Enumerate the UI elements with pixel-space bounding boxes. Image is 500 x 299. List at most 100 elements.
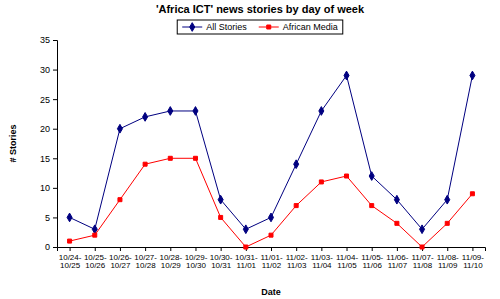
x-tick-label: 11/05-11/06 [361,253,383,271]
x-tick-label: 10/29-10/30 [185,253,208,271]
plot-area: 0510152025303510/24-10/2510/25-10/2610/2… [40,35,486,270]
x-tick-label: 11/07-11/08 [412,253,434,271]
x-tick-mark [321,247,322,251]
y-tick: 15 [40,154,57,164]
series-marker [143,113,148,122]
y-tick-mark [53,217,57,218]
y-tick-mark [53,99,57,100]
y-tick-label: 20 [40,124,50,134]
series-marker [68,239,72,243]
x-tick: 10/29-10/30 [185,247,208,270]
y-tick-label: 30 [40,65,50,75]
x-tick-label: 11/03-11/04 [311,253,333,271]
x-tick-mark [195,247,196,251]
series-marker [445,195,450,204]
y-tick-label: 35 [40,35,50,45]
x-tick-mark [397,247,398,251]
y-tick-mark [53,247,57,248]
legend-marker [190,23,195,32]
series-marker [395,221,399,225]
y-tick: 25 [40,95,57,105]
series-marker [394,195,399,204]
series-marker [420,225,425,234]
x-tick-label: 10/31-11/01 [235,253,258,271]
series-marker [193,156,197,160]
x-tick: 10/24-10/25 [59,247,82,270]
legend-label: All Stories [206,22,247,32]
x-tick-mark [70,247,71,251]
x-axis-title: Date [261,287,281,297]
x-tick-label: 10/28-10/29 [159,253,182,271]
series-marker [344,71,349,80]
series-marker [268,213,273,222]
series-group [67,71,475,249]
y-tick-mark [53,188,57,189]
x-tick: 10/27-10/28 [134,247,157,270]
series-marker [117,124,122,133]
series-line [70,158,473,247]
series-marker [319,180,323,184]
y-tick-label: 15 [40,154,50,164]
series-marker [93,233,97,237]
y-tick: 35 [40,35,57,45]
x-tick-mark [95,247,96,251]
legend: All Stories African Media [177,20,343,34]
x-tick: 11/06-11/07 [386,247,408,270]
series-marker [369,172,374,181]
title: 'Africa ICT' news stories by day of week [156,3,365,15]
series-marker [143,162,147,166]
y-tick-mark [53,129,57,130]
x-tick-mark [271,247,272,251]
series-marker [470,71,475,80]
x-tick-mark [447,247,448,251]
x-tick: 11/01-11/02 [260,247,282,270]
x-tick-label: 10/25-10/26 [84,253,107,271]
series-marker [67,213,72,222]
x-tick-mark [221,247,222,251]
series-marker [470,192,474,196]
x-tick-label: 11/09-11/10 [462,253,484,271]
series-marker [218,195,223,204]
series-marker [118,198,122,202]
series [67,71,475,234]
x-tick-label: 10/24-10/25 [59,253,82,271]
series-marker [168,107,173,116]
x-tick-label: 11/01-11/02 [260,253,282,271]
x-axis: 10/24-10/2510/25-10/2610/26-10/2710/27-1… [58,247,486,270]
y-tick-mark [53,70,57,71]
series-marker [420,245,424,249]
series-marker [294,204,298,208]
chart: 0510152025303510/24-10/2510/25-10/2610/2… [0,0,500,299]
series [68,156,475,249]
y-axis: 0 5 10 15 20 25 30 35 [40,35,58,252]
y-tick-label: 0 [45,242,50,252]
x-tick-mark [296,247,297,251]
x-tick-label: 10/26-10/27 [109,253,132,271]
y-tick-label: 25 [40,95,50,105]
x-tick-mark [472,247,473,251]
legend-item: African Media [259,22,338,32]
y-axis-title: # Stories [8,124,18,162]
series-line [70,75,473,229]
x-tick: 11/03-11/04 [311,247,333,270]
x-tick-label: 11/04-11/05 [336,253,358,271]
y-tick-label: 5 [45,213,50,223]
x-tick: 10/28-10/29 [159,247,182,270]
x-tick: 10/31-11/01 [235,247,258,270]
series-marker [319,107,324,116]
x-tick: 11/07-11/08 [412,247,434,270]
y-tick-label: 10 [40,183,50,193]
series-marker [445,221,449,225]
x-tick: 11/04-11/05 [336,247,358,270]
x-tick-mark [170,247,171,251]
y-tick: 30 [40,65,57,75]
x-tick-label: 11/06-11/07 [386,253,408,271]
legend-marker [267,25,271,29]
y-tick-mark [53,158,57,159]
series-marker [168,156,172,160]
x-tick: 11/05-11/06 [361,247,383,270]
x-tick: 10/26-10/27 [109,247,132,270]
series-marker [219,215,223,219]
series-marker [269,233,273,237]
y-tick: 0 [45,242,57,252]
